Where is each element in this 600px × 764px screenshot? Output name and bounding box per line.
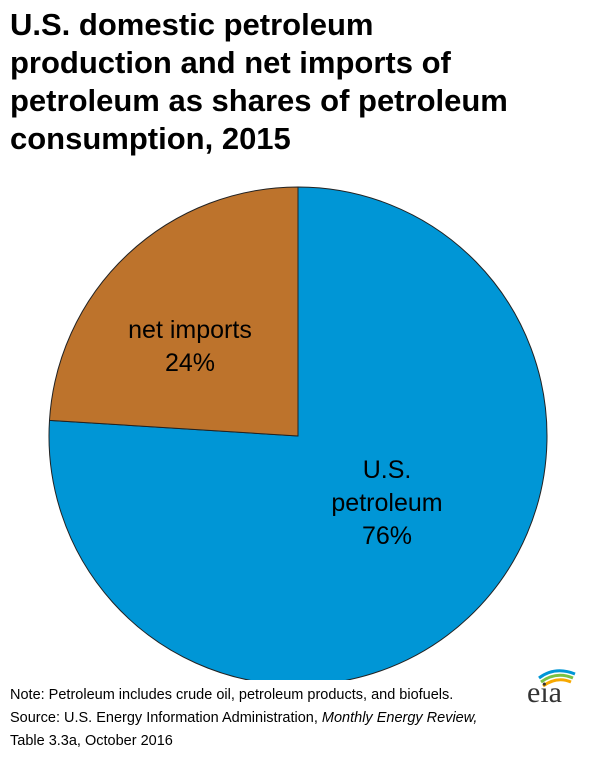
pie-chart: U.S. petroleum 76% net imports 24% xyxy=(48,186,548,680)
chart-footer: Note: Petroleum includes crude oil, petr… xyxy=(10,684,550,753)
chart-title-line: U.S. domestic petroleum xyxy=(10,7,374,42)
chart-title: U.S. domestic petroleum production and n… xyxy=(10,6,590,158)
chart-title-line: production and net imports of xyxy=(10,45,451,80)
chart-title-line: petroleum as shares of petroleum xyxy=(10,83,508,118)
source-prefix: Source: U.S. Energy Information Administ… xyxy=(10,710,322,726)
pie-slice xyxy=(48,186,299,437)
source-title: Monthly Energy Review, xyxy=(321,710,478,726)
footnote: Note: Petroleum includes crude oil, petr… xyxy=(10,687,454,703)
slice-category-label: net imports xyxy=(128,316,252,344)
slice-value-label: 24% xyxy=(165,349,215,377)
source-line: Source: U.S. Energy Information Administ… xyxy=(10,707,550,730)
eia-logo: eia xyxy=(525,668,585,712)
chart-title-line: consumption, 2015 xyxy=(10,121,291,156)
eia-logo-swoosh xyxy=(538,669,576,688)
slice-category-label: U.S. xyxy=(363,456,412,484)
slice-value-label: 76% xyxy=(362,522,412,550)
source-table: Table 3.3a, October 2016 xyxy=(10,733,173,749)
eia-logo-text: eia xyxy=(527,676,562,709)
slice-category-label: petroleum xyxy=(331,489,442,517)
